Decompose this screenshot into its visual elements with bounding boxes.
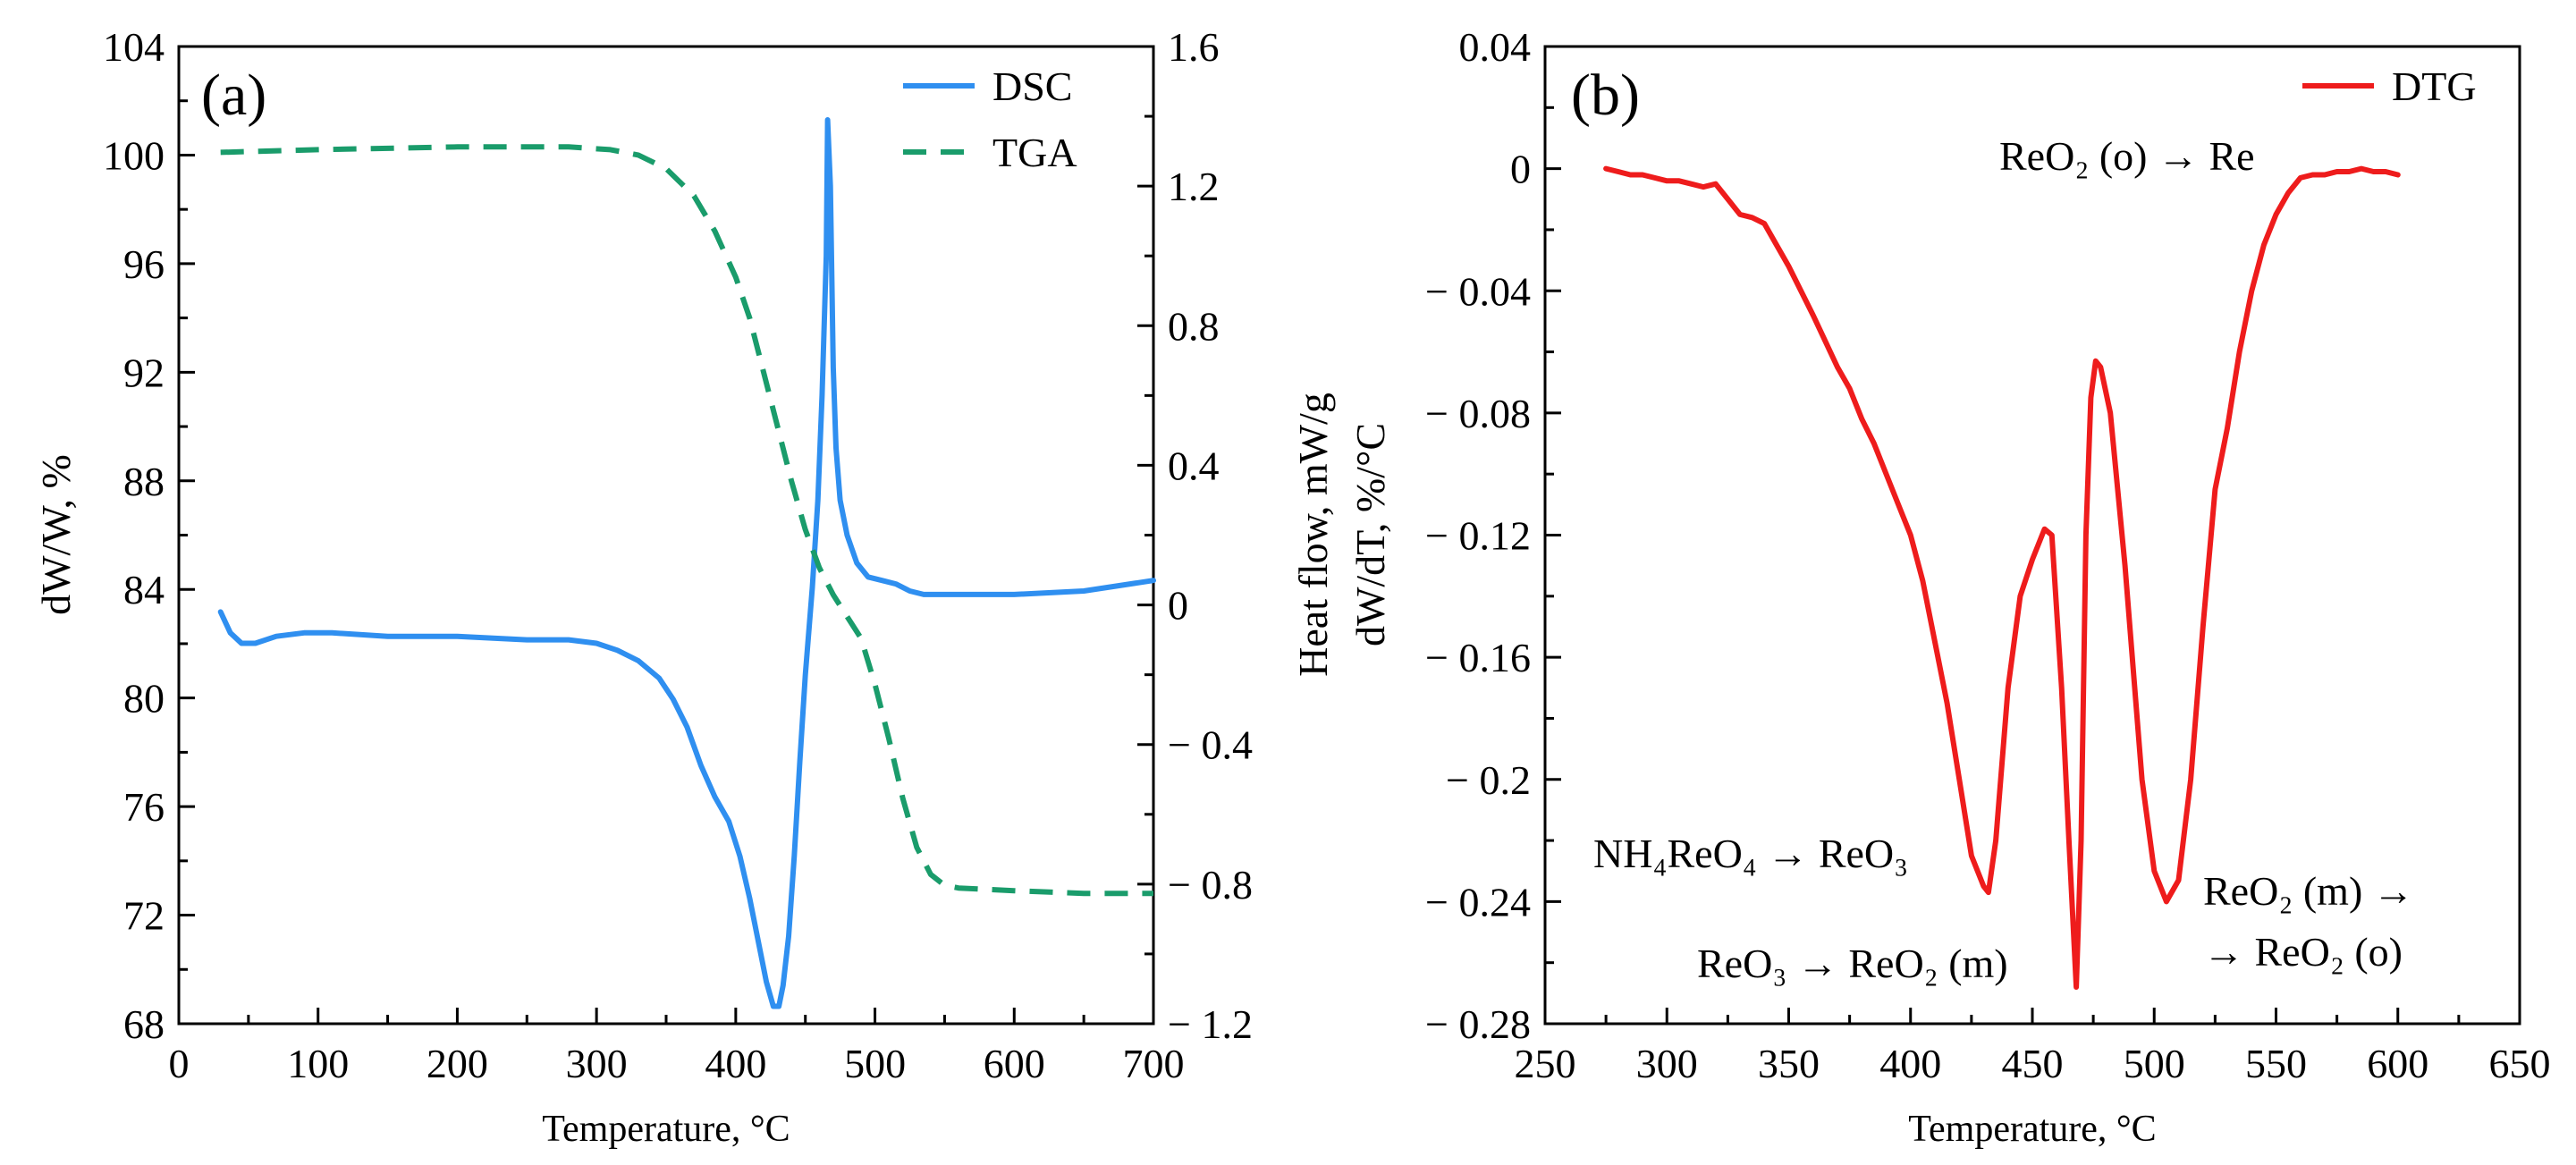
annotation-nh4reo4-to-reo3: NH₄ReO₄ → ReO₃ bbox=[1593, 831, 1908, 876]
panel-b-x-axis-title: Temperature, °C bbox=[1908, 1109, 2156, 1150]
legend-dsc-label: DSC bbox=[992, 63, 1072, 109]
b-x-tick-label-450: 450 bbox=[2002, 1041, 2064, 1086]
a-x-tick-label-400: 400 bbox=[705, 1041, 766, 1086]
b-y-tick-label--0p16: − 0.16 bbox=[1425, 635, 1531, 680]
b-x-tick-label-350: 350 bbox=[1758, 1041, 1820, 1086]
a-x-tick-label-500: 500 bbox=[844, 1041, 906, 1086]
b-y-tick-label-0: 0 bbox=[1510, 147, 1531, 192]
panel-a-x-axis-title: Temperature, °C bbox=[542, 1109, 790, 1150]
a-x-tick-label-300: 300 bbox=[566, 1041, 628, 1086]
a-yl-tick-label-104: 104 bbox=[103, 24, 165, 70]
a-yl-tick-label-72: 72 bbox=[123, 893, 165, 939]
panel-b-y-ticks: − 0.28 − 0.24 − 0.2 − 0.16 − 0.12 − 0.08 − 0.0… bbox=[1425, 24, 1561, 1047]
panel-b-x-ticks: 250 300 350 400 450 500 550 600 650 bbox=[1515, 1008, 2551, 1086]
annotation-to-reo2-o: → ReO₂ (o) bbox=[2203, 929, 2403, 975]
a-x-tick-label-100: 100 bbox=[287, 1041, 349, 1086]
a-yl-tick-label-84: 84 bbox=[123, 567, 165, 612]
b-y-tick-label--0p24: − 0.24 bbox=[1425, 879, 1531, 924]
panel-b-series bbox=[1603, 165, 2401, 990]
panel-b-legend: DTG bbox=[2302, 63, 2477, 109]
a-yr-tick-label--0p8: − 0.8 bbox=[1168, 862, 1253, 908]
b-y-tick-label-0p04: 0.04 bbox=[1459, 24, 1532, 70]
panel-a-y-ticks-left: 68 72 76 80 84 88 92 96 100 104 bbox=[103, 24, 195, 1047]
a-yr-tick-label-1p6: 1.6 bbox=[1168, 24, 1220, 70]
b-y-tick-label--0p08: − 0.08 bbox=[1425, 391, 1531, 436]
a-x-tick-label-700: 700 bbox=[1123, 1041, 1185, 1086]
a-x-tick-label-600: 600 bbox=[984, 1041, 1045, 1086]
a-yr-tick-label--1p2: − 1.2 bbox=[1168, 1001, 1253, 1047]
a-yl-tick-label-76: 76 bbox=[123, 784, 165, 830]
a-yl-tick-label-100: 100 bbox=[103, 132, 165, 178]
a-yl-tick-label-88: 88 bbox=[123, 459, 165, 504]
a-x-tick-label-200: 200 bbox=[427, 1041, 488, 1086]
a-yl-tick-label-92: 92 bbox=[123, 350, 165, 395]
annotation-reo2-o-to-re: ReO₂ (o) → Re bbox=[1999, 133, 2255, 179]
b-y-tick-label--0p2: − 0.2 bbox=[1446, 757, 1531, 803]
panel-b-annotations: ReO₂ (o) → Re NH₄ReO₄ → ReO₃ ReO₃ → ReO₂… bbox=[1593, 133, 2414, 986]
panel-b-y-axis-title: dW/dT, %/°C bbox=[1347, 423, 1393, 646]
a-yr-tick-label--0p4: − 0.4 bbox=[1168, 722, 1253, 768]
panel-a-y-axis-title-right: Heat flow, mW/g bbox=[1290, 393, 1336, 677]
a-yr-tick-label-0: 0 bbox=[1168, 583, 1188, 629]
b-y-tick-label--0p28: − 0.28 bbox=[1425, 1001, 1531, 1047]
legend-dtg-label: DTG bbox=[2392, 63, 2477, 109]
a-yr-tick-label-0p4: 0.4 bbox=[1168, 443, 1220, 488]
legend-tga-label: TGA bbox=[992, 130, 1077, 175]
panel-a-series bbox=[217, 117, 1156, 1009]
annotation-reo3-to-reo2-m: ReO₃ → ReO₂ (m) bbox=[1697, 941, 2008, 986]
b-x-tick-label-400: 400 bbox=[1879, 1041, 1941, 1086]
series-dsc-line bbox=[217, 117, 1156, 1009]
panel-a-label: (a) bbox=[201, 63, 266, 128]
b-x-tick-label-500: 500 bbox=[2124, 1041, 2185, 1086]
panel-a-plot-frame bbox=[177, 45, 1155, 1026]
b-x-tick-label-250: 250 bbox=[1515, 1041, 1576, 1086]
panel-a-y-axis-title-left: dW/W, % bbox=[33, 454, 79, 615]
panel-a-x-ticks: 0 100 200 300 400 500 600 700 bbox=[169, 1008, 1185, 1086]
b-x-tick-label-650: 650 bbox=[2489, 1041, 2551, 1086]
series-dtg-line bbox=[1603, 165, 2401, 990]
a-yr-tick-label-0p8: 0.8 bbox=[1168, 303, 1220, 349]
panel-b: 250 300 350 400 450 500 550 600 650 − 0.28 − 0.24… bbox=[1347, 24, 2551, 1150]
panel-a: 0 100 200 300 400 500 600 700 68 72 76 80 84 88 92 96 1… bbox=[33, 24, 1336, 1150]
a-yl-tick-label-80: 80 bbox=[123, 676, 165, 722]
panel-b-label: (b) bbox=[1571, 63, 1640, 128]
b-x-tick-label-600: 600 bbox=[2367, 1041, 2428, 1086]
annotation-reo2-m-arrow: ReO₂ (m) → bbox=[2203, 868, 2414, 914]
b-y-tick-label--0p12: − 0.12 bbox=[1425, 513, 1531, 559]
a-yl-tick-label-96: 96 bbox=[123, 241, 165, 287]
a-yr-tick-label-1p2: 1.2 bbox=[1168, 164, 1220, 209]
panel-a-y-ticks-right: − 1.2 − 0.8 − 0.4 0 0.4 0.8 1.2 1.6 bbox=[1137, 24, 1253, 1047]
b-x-tick-label-300: 300 bbox=[1636, 1041, 1698, 1086]
b-x-tick-label-550: 550 bbox=[2245, 1041, 2307, 1086]
b-y-tick-label--0p04: − 0.04 bbox=[1425, 268, 1531, 314]
a-x-tick-label-0: 0 bbox=[169, 1041, 190, 1086]
series-tga-line bbox=[220, 144, 1153, 897]
a-yl-tick-label-68: 68 bbox=[123, 1001, 165, 1047]
panel-a-legend: DSC TGA bbox=[903, 63, 1077, 175]
